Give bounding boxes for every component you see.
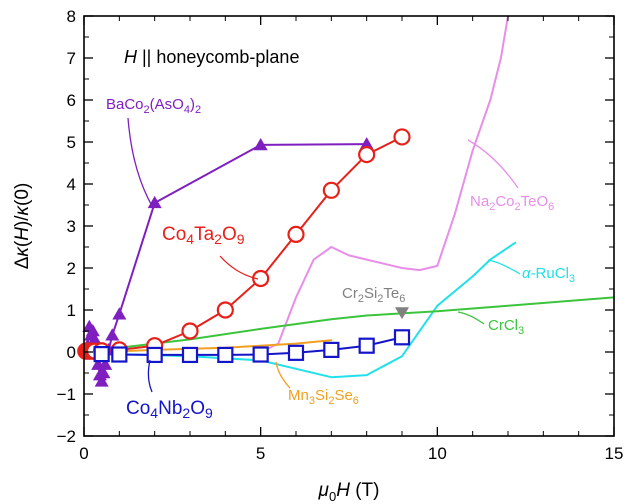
y-tick-label: 0 [67, 343, 76, 362]
y-tick-label: 7 [67, 49, 76, 68]
point-co4nb2o9 [181, 346, 199, 364]
label-cr2si2te6: Cr2Si2Te6 [342, 285, 405, 305]
leader-co4ta2o9 [219, 255, 259, 280]
point-co4nb2o9 [323, 341, 340, 358]
leader-crcl3 [457, 311, 485, 325]
curve-crcl3 [84, 296, 614, 353]
point-co4nb2o9 [287, 344, 305, 361]
x-tick-label: 5 [256, 444, 265, 463]
y-tick-label: −1 [57, 385, 76, 404]
point-baco2-aso4-2 [96, 366, 111, 379]
y-tick-label: −2 [57, 427, 76, 446]
point-co4ta2o9 [287, 225, 305, 243]
curve-alpha-rucl3 [118, 241, 517, 379]
y-tick-label: 1 [67, 301, 76, 320]
y-tick-label: 5 [67, 133, 76, 152]
point-co4nb2o9 [111, 346, 128, 363]
point-co4nb2o9 [93, 346, 110, 363]
point-co4nb2o9 [252, 346, 269, 363]
point-co4ta2o9 [393, 128, 411, 146]
leader-na2co2teo6 [467, 139, 519, 189]
y-tick-label: 2 [67, 259, 76, 278]
curve-co4nb2o9 [100, 336, 403, 356]
x-tick-label: 10 [428, 444, 447, 463]
point-baco2-aso4-2 [85, 324, 100, 337]
leader-co4nb2o9 [147, 359, 153, 393]
y-tick-label: 6 [67, 91, 76, 110]
label-co4nb2o9: Co4Nb2O9 [126, 398, 213, 421]
curve-na2co2teo6 [259, 16, 509, 353]
y-tick-label: 4 [67, 175, 76, 194]
point-baco2-aso4-2 [253, 137, 268, 151]
label-mn3si2se6: Mn3Si2Se6 [288, 387, 359, 407]
point-baco2-aso4-2 [94, 374, 109, 387]
point-co4nb2o9 [393, 329, 411, 346]
leader-alpha-rucl3 [487, 259, 521, 275]
point-co4ta2o9 [216, 301, 234, 319]
point-co4nb2o9 [146, 346, 163, 364]
point-co4ta2o9 [322, 181, 340, 199]
inset-text: H || honeycomb-plane [124, 47, 299, 67]
labels: H || honeycomb-plane BaCo2(AsO4)2 Co4Ta2O9… [106, 47, 575, 421]
point-co4nb2o9 [217, 346, 234, 364]
axes: −2 −1 0 1 2 3 4 5 6 7 8 0 5 10 15 μ0H (T) Δκ(H)/κ(0) [12, 7, 623, 504]
label-alpha-rucl3: α-RuCl3 [522, 265, 575, 285]
label-na2co2teo6: Na2Co2TeO6 [470, 193, 554, 213]
y-tick-label: 8 [67, 7, 76, 26]
x-tick-label: 0 [79, 444, 88, 463]
point-cr2si2te6 [395, 307, 409, 320]
point-baco2-aso4-2 [359, 137, 374, 150]
leader-baco2-aso4-2 [127, 117, 153, 207]
point-baco2-aso4-2 [87, 332, 102, 345]
markers [77, 128, 411, 387]
point-co4nb2o9 [358, 337, 375, 354]
x-tick-label: 15 [605, 444, 624, 463]
point-co4ta2o9 [252, 269, 270, 288]
label-co4ta2o9: Co4Ta2O9 [162, 224, 245, 247]
point-baco2-aso4-2 [112, 307, 127, 320]
leader-mn3si2se6 [275, 361, 291, 389]
label-baco2-aso4-2: BaCo2(AsO4)2 [106, 96, 201, 116]
x-axis-title: μ0H (T) [318, 480, 380, 504]
point-baco2-aso4-2 [98, 357, 113, 370]
point-co4ta2o9 [358, 146, 376, 164]
point-baco2-aso4-2 [105, 328, 120, 341]
y-tick-label: 3 [67, 217, 76, 236]
point-co4ta2o9 [181, 322, 199, 340]
y-axis-title: Δκ(H)/κ(0) [12, 183, 33, 270]
label-crcl3: CrCl3 [488, 317, 524, 337]
